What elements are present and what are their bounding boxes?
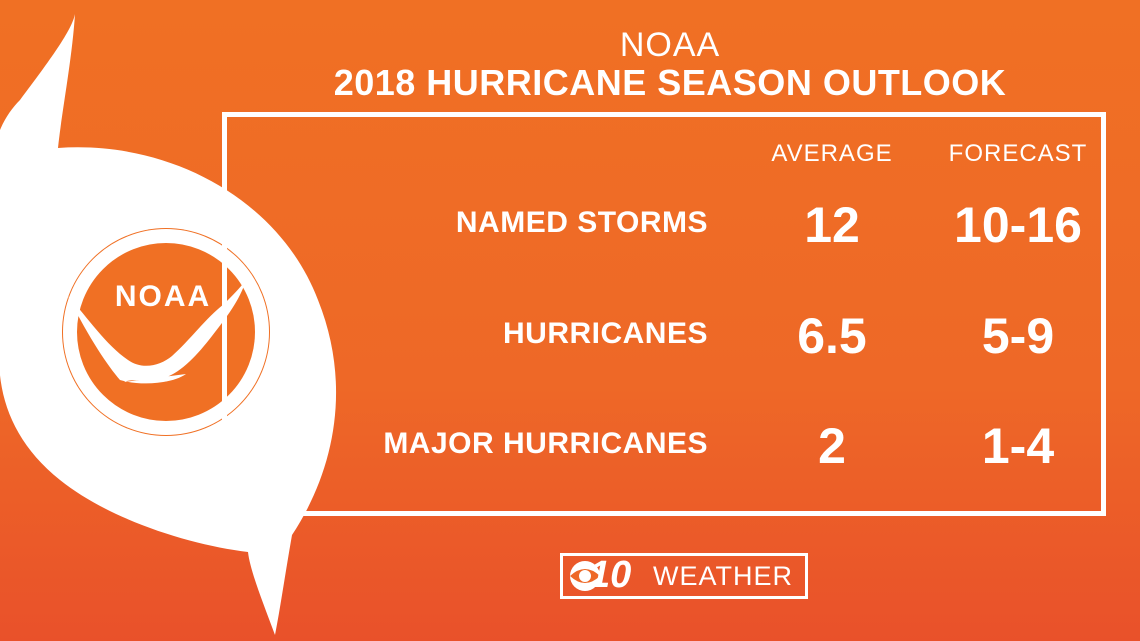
column-header-average: AVERAGE bbox=[771, 140, 893, 167]
hurricane-symbol-icon bbox=[0, 14, 337, 635]
brand-weather-text: WEATHER bbox=[653, 560, 793, 591]
hurricanes-average: 6.5 bbox=[797, 308, 867, 364]
page-title: 2018 HURRICANE SEASON OUTLOOK bbox=[333, 62, 1007, 103]
outlook-table-frame bbox=[222, 112, 1106, 516]
page-subtitle: NOAA bbox=[619, 26, 721, 64]
major-hurricanes-average: 2 bbox=[818, 418, 846, 474]
hurricanes-forecast: 5-9 bbox=[981, 308, 1055, 364]
named-storms-average: 12 bbox=[804, 197, 860, 253]
row-label-major-hurricanes: MAJOR HURRICANES bbox=[383, 427, 708, 460]
station-brand-logo: 10 WEATHER bbox=[560, 553, 808, 599]
named-storms-forecast: 10-16 bbox=[954, 197, 1082, 253]
brand-mark: 10 bbox=[563, 554, 651, 596]
brand-channel-number: 10 bbox=[589, 554, 632, 596]
row-label-named-storms: NAMED STORMS bbox=[455, 206, 708, 239]
column-header-forecast: FORECAST bbox=[948, 140, 1088, 167]
row-label-hurricanes: HURRICANES bbox=[502, 317, 708, 350]
cbs-eye-icon bbox=[570, 561, 600, 591]
noaa-logo-text: NOAA bbox=[114, 280, 212, 313]
major-hurricanes-forecast: 1-4 bbox=[981, 418, 1055, 474]
